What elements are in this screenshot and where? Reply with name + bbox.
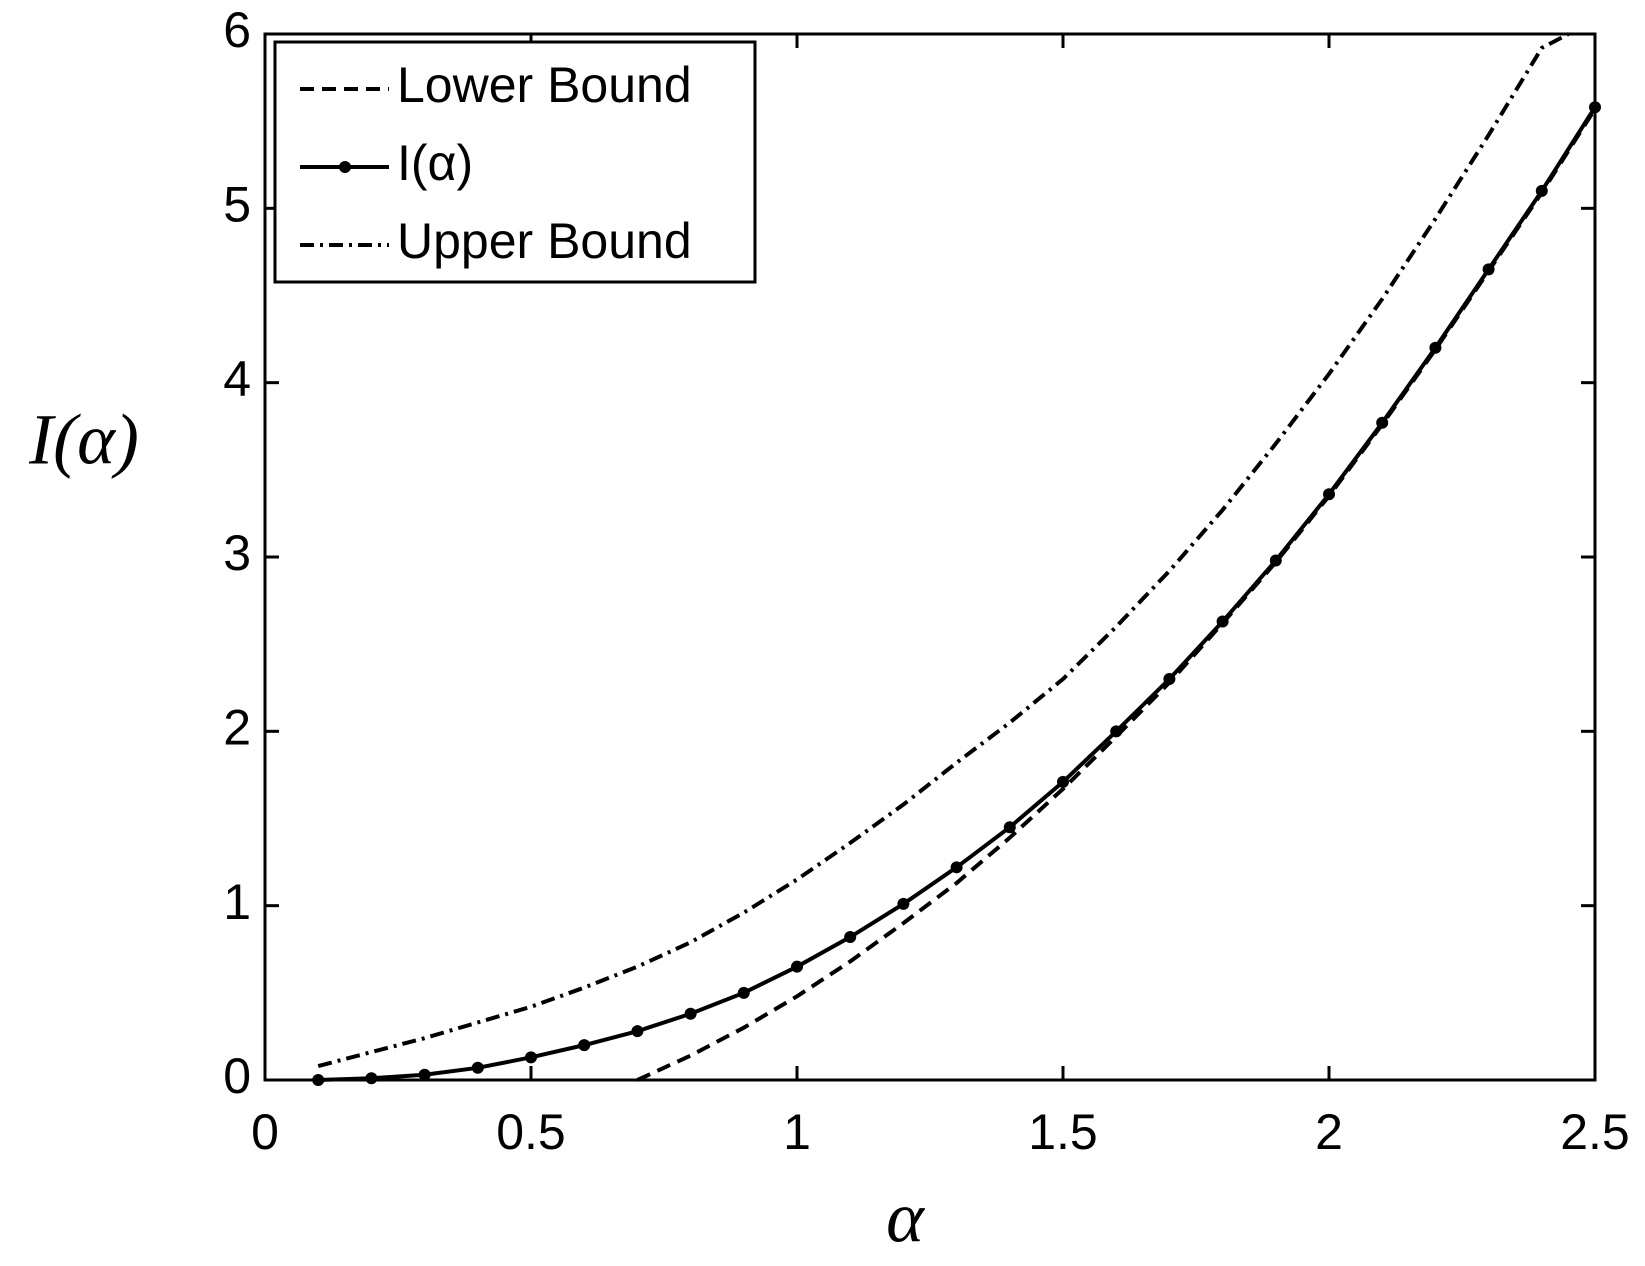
data-point	[471, 1061, 484, 1074]
data-point	[1429, 341, 1442, 354]
data-point	[737, 986, 750, 999]
data-point	[1163, 673, 1176, 686]
x-tick-label: 2	[1315, 1104, 1343, 1160]
x-tick-label: 1.5	[1028, 1104, 1098, 1160]
x-tick-label: 2.5	[1560, 1104, 1630, 1160]
data-point	[365, 1072, 378, 1085]
y-tick-label: 4	[223, 351, 251, 407]
data-point	[1057, 775, 1069, 788]
data-point	[950, 861, 963, 874]
y-tick-label: 3	[223, 525, 251, 581]
y-axis-label: I(α)	[28, 400, 139, 480]
data-point	[312, 1074, 325, 1086]
legend-label: Lower Bound	[397, 57, 692, 113]
data-point	[1003, 821, 1016, 834]
data-point	[525, 1051, 537, 1064]
x-tick-label: 1	[783, 1104, 811, 1160]
data-point	[684, 1007, 697, 1020]
data-point	[791, 960, 803, 973]
data-point	[578, 1039, 591, 1052]
data-point	[418, 1068, 431, 1081]
y-tick-label: 6	[223, 2, 251, 58]
data-point	[1482, 263, 1495, 276]
data-point	[1110, 725, 1123, 738]
legend-box	[273, 40, 757, 284]
y-tick-label: 0	[223, 1048, 251, 1104]
x-tick-label: 0.5	[496, 1104, 566, 1160]
data-point	[844, 931, 857, 944]
data-point	[1535, 184, 1548, 197]
data-point	[1269, 554, 1282, 567]
series-line	[636, 107, 1597, 1082]
series-line	[317, 32, 1570, 1068]
legend-marker	[339, 161, 351, 173]
data-point	[631, 1025, 644, 1038]
y-tick-label: 5	[223, 177, 251, 233]
y-tick-label: 2	[223, 700, 251, 756]
y-tick-label: 1	[223, 874, 251, 930]
x-axis-label: α	[886, 1178, 925, 1258]
data-point	[897, 897, 910, 910]
data-point	[1323, 488, 1335, 501]
data-point	[1216, 615, 1229, 628]
data-point	[1589, 101, 1601, 114]
x-tick-label: 0	[251, 1104, 279, 1160]
data-point	[1376, 416, 1389, 429]
legend-label: Upper Bound	[397, 213, 692, 269]
legend-label: I(α)	[397, 135, 473, 191]
